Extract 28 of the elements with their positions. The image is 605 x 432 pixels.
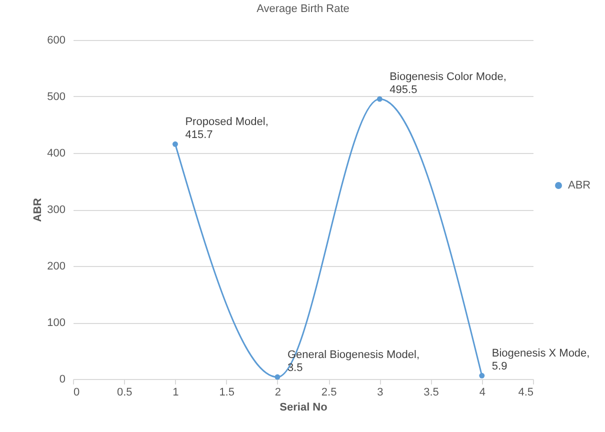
data-label: Proposed Model, 415.7 xyxy=(185,116,268,142)
x-tick-label: 2.5 xyxy=(321,386,337,398)
x-tick-label: 4 xyxy=(479,386,486,398)
point xyxy=(274,374,280,380)
x-tick-label: 4.5 xyxy=(518,386,534,398)
point xyxy=(479,372,485,378)
point xyxy=(376,96,382,102)
y-axis-title: ABR xyxy=(32,198,44,222)
y-tick-label: 500 xyxy=(47,91,66,103)
data-label: Biogenesis Color Mode, 495.5 xyxy=(390,71,506,96)
y-tick-label: 100 xyxy=(47,317,66,329)
point xyxy=(172,141,178,147)
legend-label: ABR xyxy=(568,180,591,192)
x-tick-label: 0 xyxy=(74,386,80,398)
y-tick-label: 600 xyxy=(47,34,66,46)
x-tick-label: 3 xyxy=(377,386,384,398)
chart-title: Average Birth Rate xyxy=(256,3,350,15)
y-tick-label: 0 xyxy=(59,374,66,386)
x-tick-label: 3.5 xyxy=(424,386,439,398)
x-tick-label: 2 xyxy=(274,386,282,398)
y-tick-label: 300 xyxy=(47,204,66,216)
x-tick-label: 0.5 xyxy=(116,386,132,398)
x-tick-label: 1 xyxy=(172,386,179,398)
y-tick-label: 400 xyxy=(47,148,66,160)
data-label: Biogenesis X Mode, 5.9 xyxy=(492,348,590,373)
x-tick-label: 1.5 xyxy=(219,386,234,398)
x-axis-title: Serial No xyxy=(280,402,328,414)
y-tick-label: 200 xyxy=(47,260,66,272)
